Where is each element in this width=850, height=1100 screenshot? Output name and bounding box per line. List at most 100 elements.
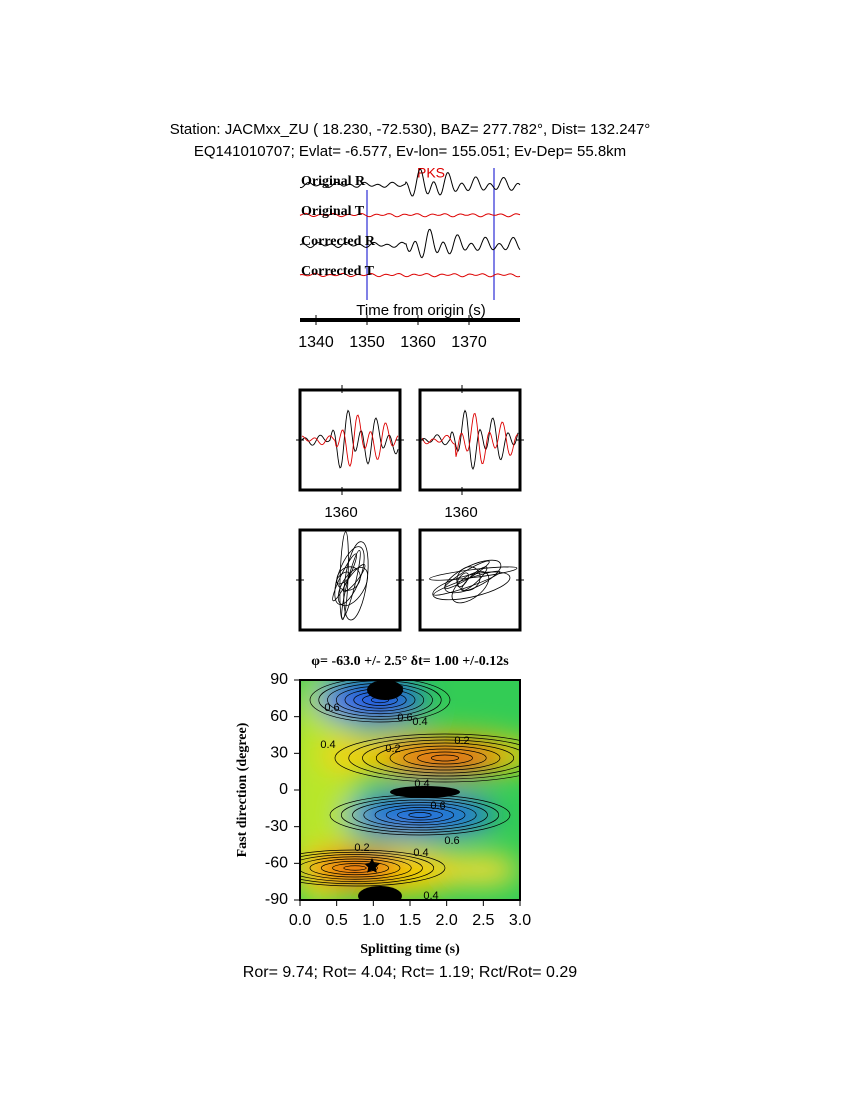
axis-label: Fast direction (degree)	[235, 722, 250, 857]
y-tick-label: -30	[265, 818, 288, 835]
trace	[421, 412, 518, 465]
trace	[299, 212, 521, 218]
y-tick-label: -90	[265, 891, 288, 908]
contour-label: 0.4	[320, 739, 335, 751]
header-line: Station: JACMxx_ZU ( 18.230, -72.530), B…	[170, 121, 651, 138]
trace	[299, 272, 521, 278]
contour-label: 0.4	[413, 847, 428, 859]
trace-label: Corrected R	[301, 234, 376, 249]
particle-motion	[433, 570, 501, 596]
trace	[299, 228, 521, 259]
trace	[301, 409, 399, 469]
contour-label: 0.2	[454, 735, 469, 747]
contour	[403, 748, 487, 768]
contour	[332, 863, 378, 873]
particle-motion	[343, 541, 369, 621]
contour-label: 0.6	[324, 702, 339, 714]
contour-label: 0.8	[388, 684, 403, 696]
x-tick-label: 1.5	[399, 912, 421, 929]
particle-motion	[461, 566, 488, 592]
x-tick-label: 2.5	[472, 912, 494, 929]
contour-label: 0.6	[397, 712, 412, 724]
contour	[334, 733, 520, 783]
axis-label: Splitting time (s)	[360, 942, 460, 957]
contour-label: 0.6	[430, 800, 445, 812]
contour	[320, 860, 390, 876]
trace	[421, 409, 519, 471]
contour-label: 0.6	[444, 835, 459, 847]
frame	[298, 528, 402, 632]
axis-label: Time from origin (s)	[356, 302, 485, 319]
contour-label: 0.2	[385, 743, 400, 755]
x-tick-label: 1350	[349, 334, 385, 351]
contour	[397, 809, 443, 821]
particle-motion	[432, 571, 511, 601]
contour	[389, 745, 501, 771]
field	[345, 795, 495, 835]
x-tick-label: 1.0	[362, 912, 384, 929]
particle-motion	[444, 559, 502, 594]
y-tick-label: 0	[279, 781, 288, 798]
minimum-region	[367, 680, 403, 700]
contour	[309, 680, 451, 723]
waveform-panel: Time from origin (s) PKS Original R Origi…	[298, 165, 521, 351]
x-tick-label: 0.5	[326, 912, 348, 929]
x-tick-label: 3.0	[509, 912, 531, 929]
contour	[375, 742, 515, 774]
contour-label: 0.2	[354, 842, 369, 854]
field	[300, 680, 360, 900]
particle-motion	[429, 566, 518, 581]
y-tick-label: 60	[270, 708, 288, 725]
contour-label: 0.4	[414, 778, 429, 790]
field	[385, 744, 505, 772]
contour	[300, 854, 423, 882]
particle-motion-panels: 1360 1360	[296, 385, 524, 632]
contour	[363, 802, 477, 828]
minimum-region	[390, 786, 460, 798]
particle-motion	[334, 546, 365, 605]
contour	[348, 736, 520, 780]
field	[440, 855, 520, 885]
panel-title: φ= -63.0 +/- 2.5° δt= 1.00 +/-0.12s	[311, 654, 509, 669]
trace	[299, 168, 521, 197]
trace	[301, 414, 399, 468]
contour	[362, 739, 520, 777]
contour	[300, 856, 412, 880]
contour	[385, 807, 455, 823]
best-fit-star	[364, 858, 380, 873]
particle-motion	[341, 549, 361, 619]
trace-label: Original T	[301, 204, 365, 219]
frame	[298, 388, 402, 492]
y-tick-label: 30	[270, 745, 288, 762]
header-line: EQ141010707; Evlat= -6.577, Ev-lon= 155.…	[194, 143, 626, 160]
x-tick-label: 0.0	[289, 912, 311, 929]
y-tick-label: -60	[265, 855, 288, 872]
contour	[430, 754, 460, 762]
field	[310, 854, 400, 882]
minimum-region	[358, 886, 402, 900]
x-tick-label: 1360	[444, 504, 477, 521]
trace-label: Corrected T	[301, 264, 375, 279]
x-tick-label: 2.0	[436, 912, 458, 929]
contour	[300, 849, 446, 887]
contour	[309, 858, 401, 878]
footer: Ror= 9.74; Rot= 4.04; Rct= 1.19; Rct/Rot…	[243, 964, 578, 981]
phase-label: PKS	[417, 165, 445, 181]
particle-motion	[339, 531, 349, 621]
contour	[352, 799, 488, 831]
contour	[417, 751, 473, 765]
contour	[374, 804, 466, 826]
x-tick-label: 1340	[298, 334, 334, 351]
contour-label: 0.4	[423, 890, 438, 902]
contour	[343, 865, 367, 871]
x-tick-label: 1360	[400, 334, 436, 351]
contour-label: 0.4	[412, 716, 427, 728]
contour	[408, 812, 432, 818]
grid-search-panel: φ= -63.0 +/- 2.5° δt= 1.00 +/-0.12s Spli…	[235, 654, 521, 957]
contour	[300, 851, 435, 885]
x-tick-label: 1360	[324, 504, 357, 521]
x-tick-label: 1370	[451, 334, 487, 351]
particle-motion	[444, 560, 490, 590]
trace-label: Original R	[301, 174, 366, 189]
